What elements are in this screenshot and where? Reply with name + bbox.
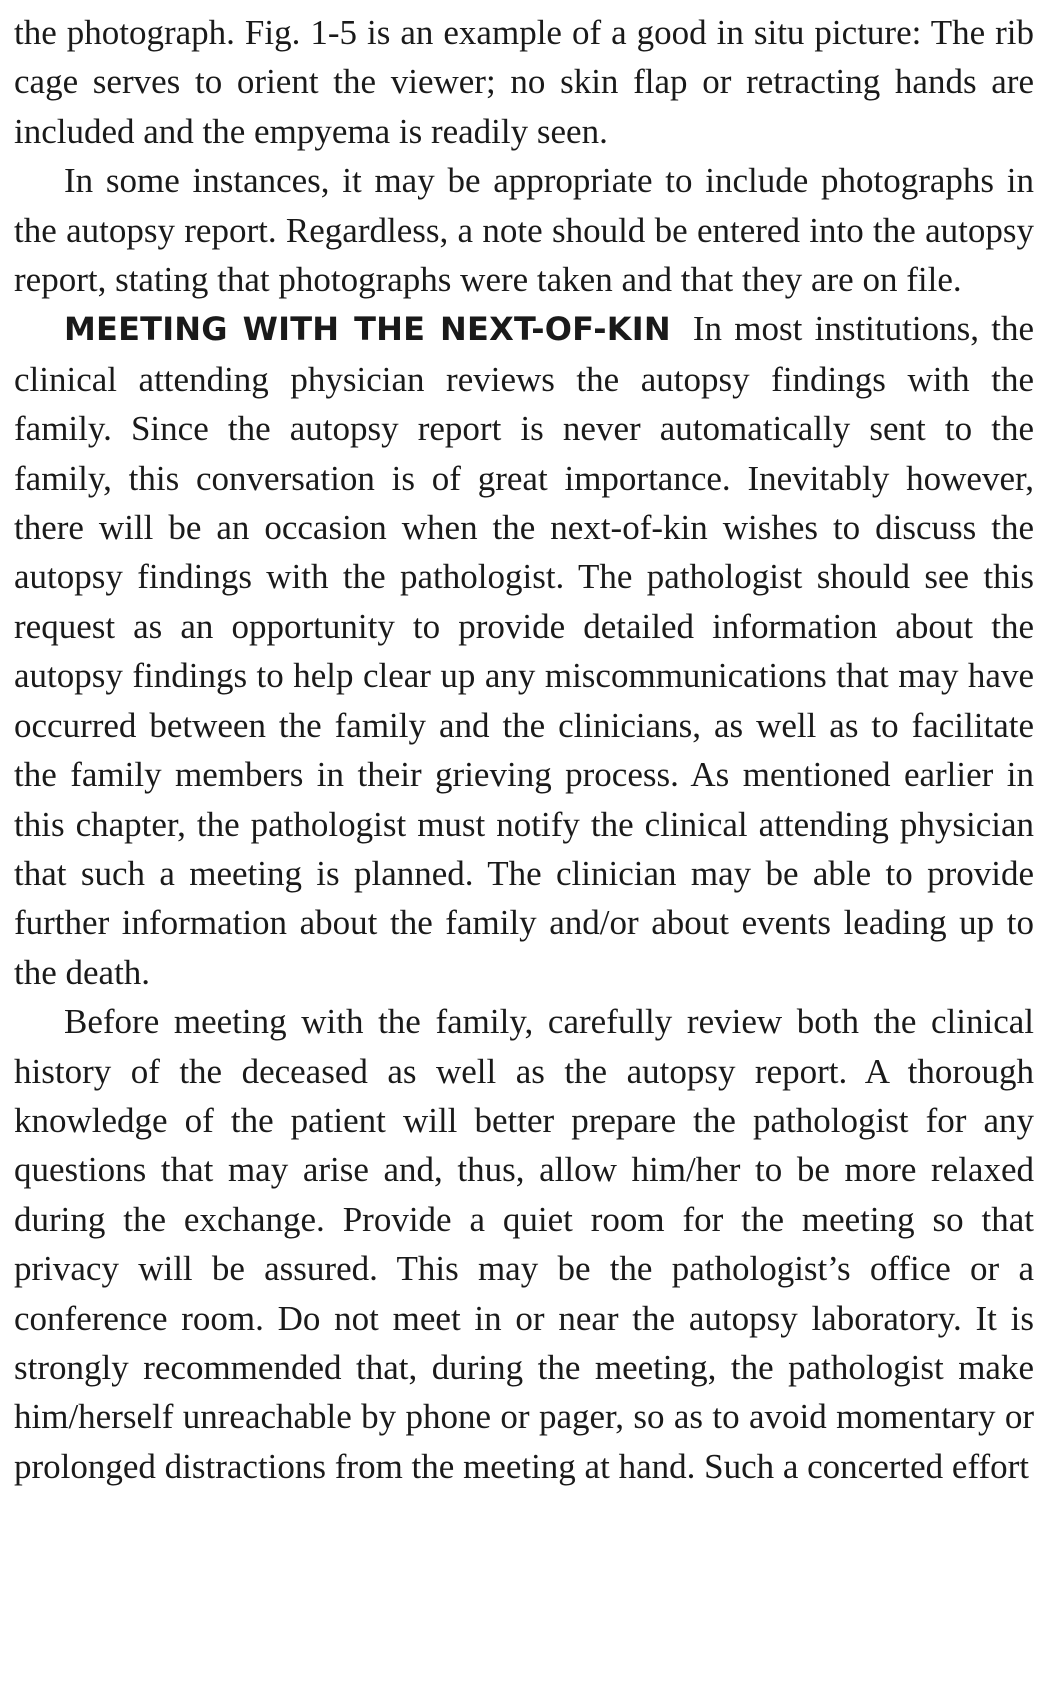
- section-heading: MEETING WITH THE NEXT-OF-KIN: [64, 310, 671, 349]
- paragraph-text: Before meeting with the family, carefull…: [14, 1002, 1034, 1486]
- paragraph-before-meeting: Before meeting with the family, carefull…: [14, 997, 1034, 1491]
- paragraph-text: In some instances, it may be appropriate…: [14, 161, 1034, 300]
- paragraph-meeting-next-of-kin: MEETING WITH THE NEXT-OF-KIN In most inst…: [14, 304, 1034, 997]
- paragraph-text: the photograph. Fig. 1-5 is an example o…: [14, 13, 1034, 151]
- paragraph-text: In most institutions, the clinical atten…: [14, 309, 1034, 992]
- paragraph-photograph-example: the photograph. Fig. 1-5 is an example o…: [14, 8, 1034, 156]
- document-page: the photograph. Fig. 1-5 is an example o…: [14, 8, 1034, 1491]
- paragraph-photographs-in-report: In some instances, it may be appropriate…: [14, 156, 1034, 304]
